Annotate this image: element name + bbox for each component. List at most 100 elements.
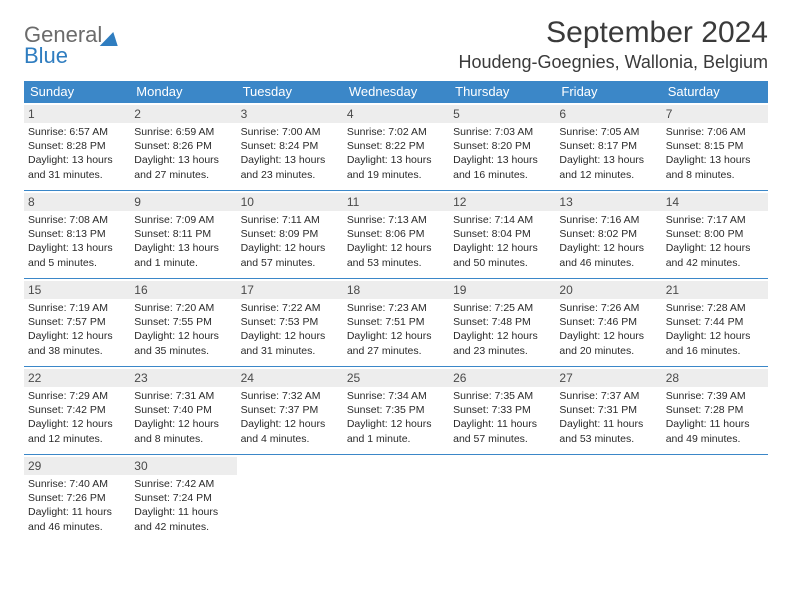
weekday-header-row: Sunday Monday Tuesday Wednesday Thursday…	[24, 81, 768, 103]
calendar-day-cell: 7Sunrise: 7:06 AMSunset: 8:15 PMDaylight…	[662, 103, 768, 191]
day-detail-line: Sunset: 8:24 PM	[241, 139, 339, 153]
weekday-header: Thursday	[449, 81, 555, 103]
day-detail-line: Sunrise: 7:37 AM	[559, 389, 657, 403]
day-detail-line: Daylight: 11 hours	[666, 417, 764, 431]
day-detail-line: and 27 minutes.	[347, 344, 445, 358]
day-details: Sunrise: 7:09 AMSunset: 8:11 PMDaylight:…	[134, 213, 232, 270]
day-number: 4	[343, 105, 449, 123]
day-details: Sunrise: 7:19 AMSunset: 7:57 PMDaylight:…	[28, 301, 126, 358]
day-detail-line: Daylight: 12 hours	[347, 417, 445, 431]
day-detail-line: Sunset: 8:17 PM	[559, 139, 657, 153]
brand-logo: General Blue	[24, 16, 120, 67]
day-details: Sunrise: 6:59 AMSunset: 8:26 PMDaylight:…	[134, 125, 232, 182]
day-number: 10	[237, 193, 343, 211]
day-details: Sunrise: 7:28 AMSunset: 7:44 PMDaylight:…	[666, 301, 764, 358]
day-details: Sunrise: 7:26 AMSunset: 7:46 PMDaylight:…	[559, 301, 657, 358]
calendar-day-cell: 26Sunrise: 7:35 AMSunset: 7:33 PMDayligh…	[449, 367, 555, 455]
day-detail-line: Sunset: 7:37 PM	[241, 403, 339, 417]
day-detail-line: Sunset: 7:28 PM	[666, 403, 764, 417]
day-details: Sunrise: 7:23 AMSunset: 7:51 PMDaylight:…	[347, 301, 445, 358]
day-detail-line: Daylight: 12 hours	[241, 329, 339, 343]
brand-line2: Blue	[24, 45, 102, 67]
day-detail-line: Sunset: 8:22 PM	[347, 139, 445, 153]
calendar-week-row: 8 Sunrise: 7:08 AMSunset: 8:13 PMDaylight…	[24, 191, 768, 279]
calendar-day-cell: 25Sunrise: 7:34 AMSunset: 7:35 PMDayligh…	[343, 367, 449, 455]
calendar-week-row: 1Sunrise: 6:57 AMSunset: 8:28 PMDaylight…	[24, 103, 768, 191]
day-detail-line: Sunrise: 7:26 AM	[559, 301, 657, 315]
calendar-day-cell: 5Sunrise: 7:03 AMSunset: 8:20 PMDaylight…	[449, 103, 555, 191]
day-detail-line: Daylight: 12 hours	[241, 241, 339, 255]
day-number: 13	[555, 193, 661, 211]
weekday-header: Friday	[555, 81, 661, 103]
day-detail-line: Sunrise: 7:02 AM	[347, 125, 445, 139]
day-details: Sunrise: 7:29 AMSunset: 7:42 PMDaylight:…	[28, 389, 126, 446]
day-number: 12	[449, 193, 555, 211]
day-number: 24	[237, 369, 343, 387]
day-detail-line: Daylight: 12 hours	[241, 417, 339, 431]
day-detail-line: Daylight: 13 hours	[28, 241, 126, 255]
day-detail-line: Daylight: 13 hours	[134, 241, 232, 255]
day-number: 8	[24, 193, 130, 211]
day-number: 2	[130, 105, 236, 123]
calendar-day-cell: 29 Sunrise: 7:40 AMSunset: 7:26 PMDayligh…	[24, 455, 130, 543]
location-text: Houdeng-Goegnies, Wallonia, Belgium	[458, 52, 768, 73]
day-detail-line: Sunset: 8:26 PM	[134, 139, 232, 153]
day-detail-line: Sunset: 7:33 PM	[453, 403, 551, 417]
day-detail-line: Sunrise: 7:11 AM	[241, 213, 339, 227]
calendar-day-cell: 28Sunrise: 7:39 AMSunset: 7:28 PMDayligh…	[662, 367, 768, 455]
day-detail-line: Sunrise: 7:16 AM	[559, 213, 657, 227]
day-detail-line: Sunset: 8:09 PM	[241, 227, 339, 241]
day-number: 26	[449, 369, 555, 387]
day-detail-line: Daylight: 11 hours	[134, 505, 232, 519]
day-detail-line: Daylight: 13 hours	[666, 153, 764, 167]
calendar-day-cell: 9Sunrise: 7:09 AMSunset: 8:11 PMDaylight…	[130, 191, 236, 279]
calendar-day-cell: 27Sunrise: 7:37 AMSunset: 7:31 PMDayligh…	[555, 367, 661, 455]
day-detail-line: Daylight: 13 hours	[347, 153, 445, 167]
day-detail-line: Sunset: 7:35 PM	[347, 403, 445, 417]
day-detail-line: and 35 minutes.	[134, 344, 232, 358]
day-detail-line: and 16 minutes.	[453, 168, 551, 182]
day-detail-line: and 8 minutes.	[134, 432, 232, 446]
calendar-week-row: 22Sunrise: 7:29 AMSunset: 7:42 PMDayligh…	[24, 367, 768, 455]
calendar-day-cell	[662, 455, 768, 543]
day-detail-line: Sunset: 7:24 PM	[134, 491, 232, 505]
day-detail-line: Sunset: 8:15 PM	[666, 139, 764, 153]
weekday-header: Sunday	[24, 81, 130, 103]
day-details: Sunrise: 7:13 AMSunset: 8:06 PMDaylight:…	[347, 213, 445, 270]
day-number: 16	[130, 281, 236, 299]
day-detail-line: and 4 minutes.	[241, 432, 339, 446]
day-number: 11	[343, 193, 449, 211]
day-detail-line: Sunset: 8:02 PM	[559, 227, 657, 241]
day-details: Sunrise: 7:05 AMSunset: 8:17 PMDaylight:…	[559, 125, 657, 182]
day-details: Sunrise: 7:08 AMSunset: 8:13 PMDaylight:…	[28, 213, 126, 270]
day-detail-line: and 23 minutes.	[241, 168, 339, 182]
day-detail-line: Daylight: 12 hours	[453, 241, 551, 255]
calendar-day-cell: 6Sunrise: 7:05 AMSunset: 8:17 PMDaylight…	[555, 103, 661, 191]
day-detail-line: Sunrise: 6:59 AM	[134, 125, 232, 139]
day-detail-line: Sunrise: 7:22 AM	[241, 301, 339, 315]
calendar-day-cell	[237, 455, 343, 543]
calendar-day-cell: 15Sunrise: 7:19 AMSunset: 7:57 PMDayligh…	[24, 279, 130, 367]
day-details: Sunrise: 7:02 AMSunset: 8:22 PMDaylight:…	[347, 125, 445, 182]
calendar-day-cell: 10 Sunrise: 7:11 AMSunset: 8:09 PMDayligh…	[237, 191, 343, 279]
day-detail-line: and 46 minutes.	[559, 256, 657, 270]
day-details: Sunrise: 7:40 AMSunset: 7:26 PMDaylight:…	[28, 477, 126, 534]
day-detail-line: Sunrise: 6:57 AM	[28, 125, 126, 139]
day-detail-line: Sunset: 7:48 PM	[453, 315, 551, 329]
day-details: Sunrise: 7:37 AMSunset: 7:31 PMDaylight:…	[559, 389, 657, 446]
calendar-page: General Blue September 2024 Houdeng-Goeg…	[0, 0, 792, 559]
day-detail-line: Sunset: 8:00 PM	[666, 227, 764, 241]
day-detail-line: and 12 minutes.	[28, 432, 126, 446]
day-detail-line: Daylight: 12 hours	[347, 329, 445, 343]
day-number: 29	[24, 457, 130, 475]
day-detail-line: and 16 minutes.	[666, 344, 764, 358]
day-detail-line: and 53 minutes.	[347, 256, 445, 270]
day-detail-line: Sunrise: 7:34 AM	[347, 389, 445, 403]
day-detail-line: Sunrise: 7:00 AM	[241, 125, 339, 139]
calendar-day-cell	[343, 455, 449, 543]
day-detail-line: Sunrise: 7:32 AM	[241, 389, 339, 403]
day-detail-line: Sunset: 7:31 PM	[559, 403, 657, 417]
day-detail-line: and 57 minutes.	[241, 256, 339, 270]
day-detail-line: Daylight: 11 hours	[453, 417, 551, 431]
day-details: Sunrise: 7:32 AMSunset: 7:37 PMDaylight:…	[241, 389, 339, 446]
